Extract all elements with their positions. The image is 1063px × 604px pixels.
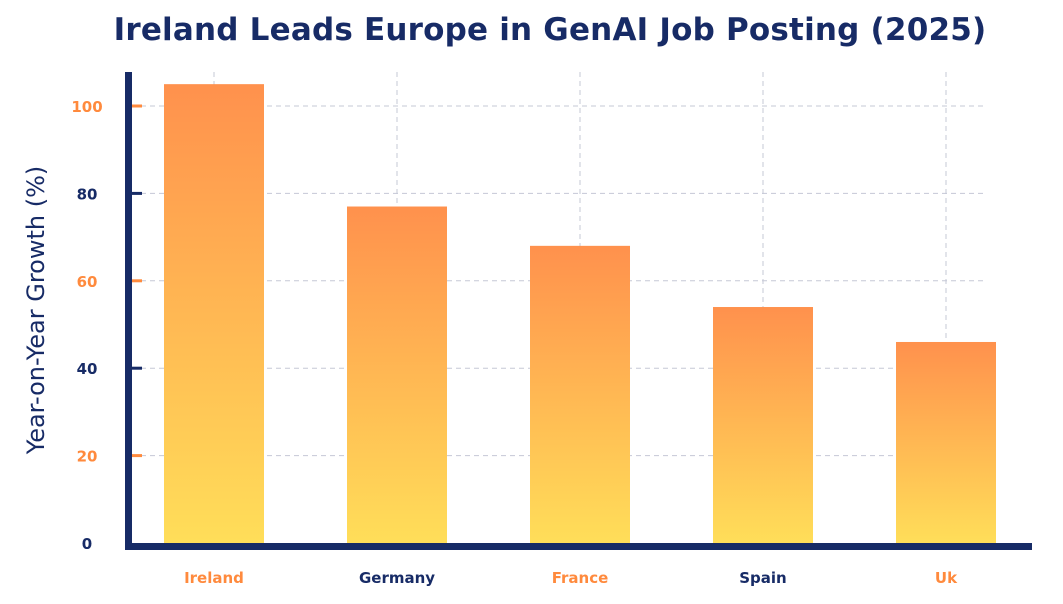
y-tick-label: 100 <box>71 98 102 116</box>
bar-france <box>530 245 630 543</box>
bar-uk <box>896 341 996 543</box>
y-tick-label: 20 <box>77 448 98 466</box>
y-tick-mark <box>132 366 142 370</box>
bar-spain <box>713 307 813 543</box>
bar-germany <box>347 206 447 543</box>
x-tick-label: Spain <box>739 569 786 587</box>
x-tick-label: France <box>552 569 609 587</box>
chart-title: Ireland Leads Europe in GenAI Job Postin… <box>113 12 987 48</box>
x-axis-line <box>125 543 1032 550</box>
y-tick-mark <box>132 279 142 283</box>
bar-ireland <box>164 84 264 544</box>
y-tick-label: 80 <box>77 185 98 203</box>
x-tick-label: Uk <box>935 569 958 587</box>
y-tick-label: 40 <box>77 360 98 378</box>
y-axis-line <box>125 72 132 550</box>
y-tick-mark <box>132 104 142 108</box>
x-tick-label: Germany <box>359 569 435 587</box>
y-tick-label: 0 <box>82 535 92 553</box>
y-tick-label: 60 <box>77 273 98 291</box>
y-axis-label: Year-on-Year Growth (%) <box>22 166 50 456</box>
x-tick-label: Ireland <box>184 569 244 587</box>
y-tick-mark <box>132 454 142 458</box>
y-tick-mark <box>132 191 142 195</box>
